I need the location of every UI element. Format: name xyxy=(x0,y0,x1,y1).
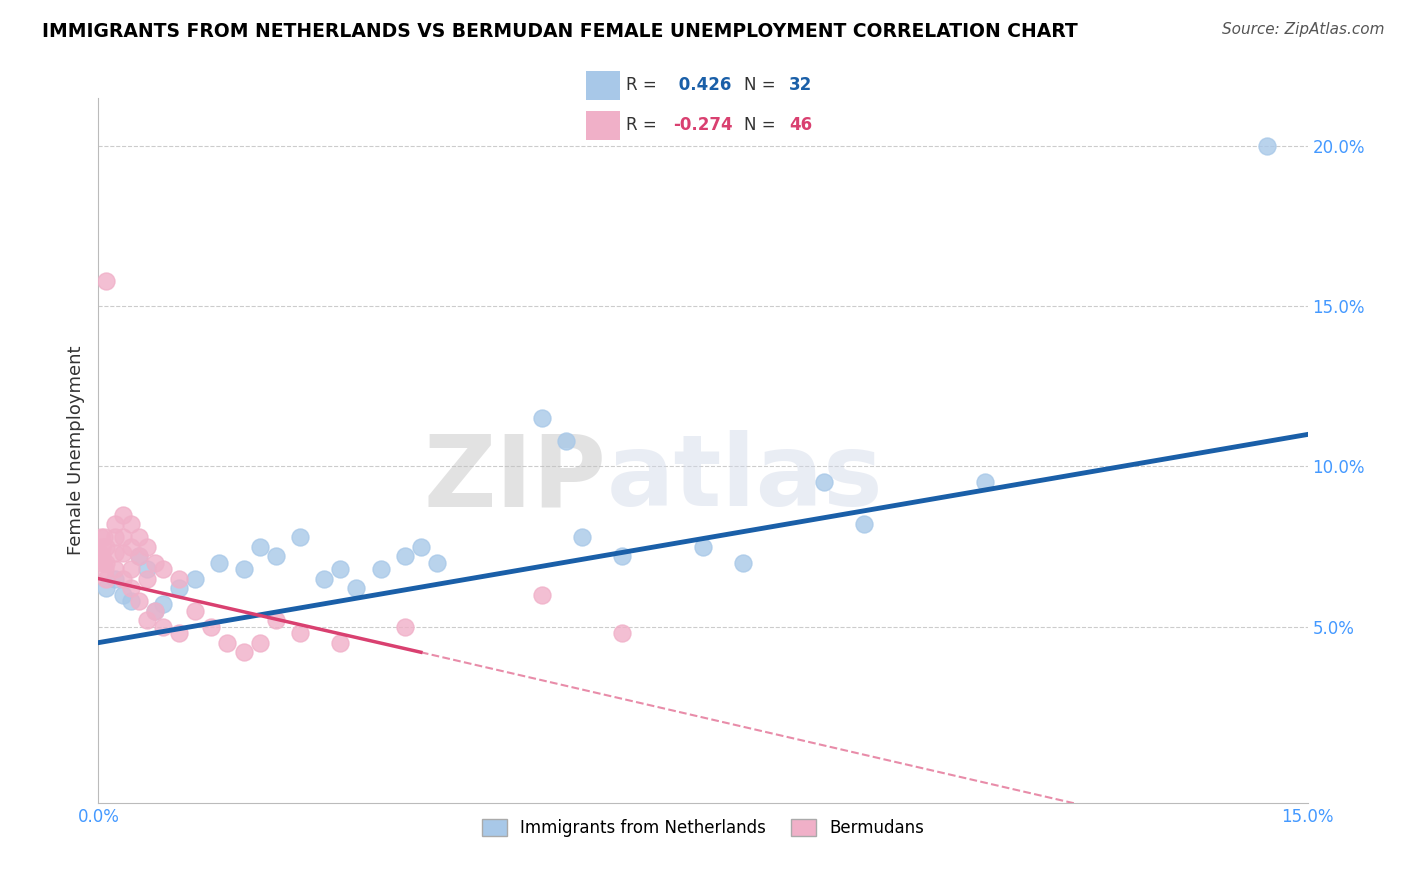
Point xyxy=(94,572,117,586)
Point xyxy=(555,434,578,448)
Point xyxy=(96,540,118,554)
Point xyxy=(135,572,157,586)
Point xyxy=(128,530,150,544)
Point xyxy=(692,540,714,554)
Point xyxy=(184,604,207,618)
Point xyxy=(232,645,254,659)
Point xyxy=(135,613,157,627)
Point xyxy=(120,581,142,595)
Point xyxy=(111,546,134,560)
Point xyxy=(208,556,231,570)
Point xyxy=(143,604,166,618)
Point xyxy=(90,530,112,544)
Point xyxy=(370,562,392,576)
Point xyxy=(135,562,157,576)
Text: N =: N = xyxy=(744,116,780,134)
Point xyxy=(426,556,449,570)
Text: 0.426: 0.426 xyxy=(673,77,733,95)
Point xyxy=(394,549,416,564)
Point xyxy=(135,540,157,554)
Point xyxy=(853,517,876,532)
Point xyxy=(329,562,352,576)
Point xyxy=(103,517,125,532)
Point xyxy=(128,549,150,564)
Y-axis label: Female Unemployment: Female Unemployment xyxy=(66,346,84,555)
Point xyxy=(152,562,174,576)
Point xyxy=(217,635,239,649)
Point xyxy=(288,530,311,544)
Text: N =: N = xyxy=(744,77,780,95)
Point xyxy=(91,549,114,564)
Point xyxy=(96,556,118,570)
Point xyxy=(152,619,174,633)
Point xyxy=(249,635,271,649)
Point xyxy=(111,530,134,544)
Point xyxy=(143,604,166,618)
Point xyxy=(571,530,593,544)
Point xyxy=(93,530,115,544)
Point xyxy=(103,562,125,576)
Point xyxy=(394,619,416,633)
Point xyxy=(94,562,117,576)
Point xyxy=(111,508,134,522)
Point xyxy=(264,613,287,627)
Point xyxy=(120,517,142,532)
Point xyxy=(314,572,336,586)
Point xyxy=(89,546,111,560)
Text: R =: R = xyxy=(626,116,662,134)
FancyBboxPatch shape xyxy=(586,111,620,139)
Text: IMMIGRANTS FROM NETHERLANDS VS BERMUDAN FEMALE UNEMPLOYMENT CORRELATION CHART: IMMIGRANTS FROM NETHERLANDS VS BERMUDAN … xyxy=(42,22,1078,41)
Point xyxy=(120,562,142,576)
Text: atlas: atlas xyxy=(606,430,883,527)
Point xyxy=(264,549,287,564)
Point xyxy=(249,540,271,554)
Text: ZIP: ZIP xyxy=(423,430,606,527)
Point xyxy=(344,581,367,595)
Point xyxy=(90,540,112,554)
Text: -0.274: -0.274 xyxy=(673,116,733,134)
Point xyxy=(530,411,553,425)
Point xyxy=(184,572,207,586)
Point xyxy=(143,556,166,570)
Point xyxy=(120,540,142,554)
Point xyxy=(409,540,432,554)
Point xyxy=(96,274,118,288)
Point xyxy=(111,572,134,586)
Point xyxy=(733,556,755,570)
Point xyxy=(91,556,114,570)
FancyBboxPatch shape xyxy=(586,71,620,100)
Point xyxy=(612,549,634,564)
Point xyxy=(530,588,553,602)
Point xyxy=(167,581,190,595)
Point xyxy=(103,530,125,544)
Point xyxy=(103,546,125,560)
Point xyxy=(329,635,352,649)
Point xyxy=(612,626,634,640)
Point xyxy=(200,619,222,633)
Text: 32: 32 xyxy=(789,77,813,95)
Text: R =: R = xyxy=(626,77,662,95)
Point xyxy=(813,475,835,490)
Point xyxy=(128,594,150,608)
Text: Source: ZipAtlas.com: Source: ZipAtlas.com xyxy=(1222,22,1385,37)
Point xyxy=(232,562,254,576)
Point xyxy=(288,626,311,640)
Text: 46: 46 xyxy=(789,116,811,134)
Point xyxy=(120,594,142,608)
Point xyxy=(1256,139,1278,153)
Point xyxy=(167,626,190,640)
Point xyxy=(974,475,997,490)
Point xyxy=(96,581,118,595)
Point xyxy=(103,572,125,586)
Point xyxy=(167,572,190,586)
Point xyxy=(152,597,174,611)
Point xyxy=(128,549,150,564)
Legend: Immigrants from Netherlands, Bermudans: Immigrants from Netherlands, Bermudans xyxy=(475,813,931,844)
Point xyxy=(111,588,134,602)
